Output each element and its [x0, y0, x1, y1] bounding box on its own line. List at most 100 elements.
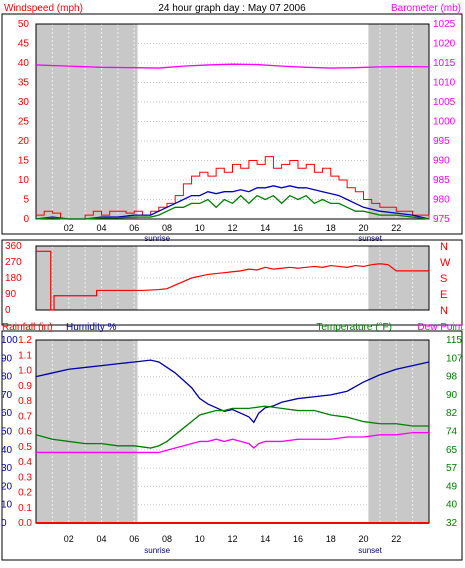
panel3-x-ticks: 02 04 06 08 10 12 14 16 18 20 22 [64, 534, 402, 544]
plot-border [35, 23, 430, 220]
barometer-tick: 985 [433, 175, 450, 186]
hour-tick-lower: 16 [293, 534, 303, 544]
hour-tick: 10 [195, 223, 205, 233]
direction-tick: 360 [5, 241, 22, 252]
hour-tick-lower: 02 [64, 534, 74, 544]
barometer-tick: 1000 [433, 117, 456, 128]
hour-tick-lower: 08 [162, 534, 172, 544]
hour-tick: 02 [64, 223, 74, 233]
rain-tick: 1.0 [18, 366, 32, 377]
rain-tick: 0.5 [18, 442, 32, 453]
panel2-series [36, 250, 429, 311]
windspeed-tick: 10 [18, 175, 30, 186]
direction-line [36, 250, 429, 311]
compass-tick: S [440, 273, 447, 285]
panel3-series [35, 359, 430, 524]
temperature-tick: 90 [446, 390, 458, 401]
windspeed-tick: 25 [18, 117, 30, 128]
compass-tick: E [440, 289, 447, 301]
rain-tick: 0.9 [18, 381, 32, 392]
night-band-evening [368, 24, 429, 219]
rainfall-axis-title: Rainfall (in) [2, 322, 53, 333]
barometer-tick: 1010 [433, 78, 456, 89]
hour-tick: 18 [326, 223, 336, 233]
barometer-tick: 1020 [433, 39, 456, 50]
rain-tick: 0.8 [18, 396, 32, 407]
windspeed-tick: 40 [18, 58, 30, 69]
humidity-tick: 20 [1, 481, 13, 492]
humidity-tick: 0 [1, 518, 7, 529]
hour-tick: 22 [391, 223, 401, 233]
panel1-series [35, 63, 430, 220]
temperature-tick: 107 [446, 353, 463, 364]
direction-tick: 90 [5, 289, 17, 300]
humidity-tick: 50 [1, 427, 13, 438]
temperature-line [35, 405, 429, 449]
panel2-frame [1, 239, 463, 326]
night-band-evening [368, 246, 429, 310]
hour-tick-lower: 04 [96, 534, 106, 544]
barometer-tick: 1005 [433, 97, 456, 108]
barometer-tick: 975 [433, 214, 450, 225]
compass-tick: N [440, 305, 448, 317]
windspeed-axis-title: Windspeed (mph) [4, 3, 83, 14]
plot-border [35, 245, 430, 311]
panel1-right-ticks: 975 980 985 990 995 1000 1005 1010 1015 1020 1025 [433, 19, 456, 225]
barometer-tick: 980 [433, 195, 450, 206]
windspeed-tick: 20 [18, 136, 30, 147]
panel3-temperature-ticks: 32 40 49 57 65 74 82 90 98 107 115 [446, 335, 463, 529]
wind-barometer-panel: Windspeed (mph) 24 hour graph day : May … [1, 3, 463, 243]
temperature-tick: 82 [446, 408, 458, 419]
humidity-tick: 10 [1, 500, 13, 511]
hour-tick: 20 [358, 223, 368, 233]
humidity-temperature-panel: Rainfall (in) Humidity % Temperature (°F… [1, 322, 463, 561]
humidity-tick: 70 [1, 390, 13, 401]
windspeed-tick: 35 [18, 78, 30, 89]
sunrise-label-lower: sunrise [144, 546, 170, 555]
windspeed-tick: 5 [23, 195, 29, 206]
barometer-tick: 990 [433, 156, 450, 167]
humidity-tick: 40 [1, 445, 13, 456]
gust-line [36, 156, 430, 220]
night-band-evening [368, 340, 429, 523]
panel3-humidity-ticks: 0 10 20 30 40 50 60 70 80 90 100 [1, 335, 18, 529]
dewpoint-axis-title: Dew Point [417, 322, 463, 333]
rain-tick: 0.2 [18, 488, 32, 499]
panel3-frame [1, 330, 463, 561]
humidity-tick: 60 [1, 408, 13, 419]
wind_avg-line [35, 194, 430, 220]
hour-tick: 12 [227, 223, 237, 233]
dewpoint-line [36, 431, 429, 454]
temperature-tick: 40 [446, 500, 458, 511]
temperature-tick: 65 [446, 445, 458, 456]
humidity-tick: 30 [1, 463, 13, 474]
hour-tick-lower: 14 [260, 534, 270, 544]
rain-tick: 0.6 [18, 427, 32, 438]
hour-tick-lower: 06 [129, 534, 139, 544]
hour-tick: 16 [293, 223, 303, 233]
rain-tick: 0.4 [18, 457, 32, 468]
humidity-axis-title: Humidity % [66, 322, 117, 333]
hour-tick-lower: 22 [391, 534, 401, 544]
panel2-grid [35, 245, 430, 311]
sunrise-label: sunrise [144, 234, 170, 243]
temperature-tick: 115 [446, 335, 462, 346]
temperature-tick: 49 [446, 481, 458, 492]
panel2-left-ticks: 0 90 180 270 360 [5, 241, 22, 316]
rain-tick: 0.3 [18, 472, 32, 483]
panel1-grid [35, 23, 430, 220]
barometer-tick: 995 [433, 136, 450, 147]
rain-tick: 1.1 [18, 350, 32, 361]
barometer-axis-title: Barometer (mb) [391, 3, 461, 14]
humidity-tick: 100 [1, 335, 18, 346]
hour-tick-lower: 10 [195, 534, 205, 544]
panel3-rain-ticks: 0.0 0.1 0.2 0.3 0.4 0.5 0.6 0.7 0.8 0.9 1.0 1.1 1.2 [18, 335, 32, 529]
hour-tick-lower: 18 [326, 534, 336, 544]
direction-tick: 270 [5, 257, 22, 268]
panel1-left-ticks: 0 5 10 15 20 25 30 35 40 45 50 [18, 19, 30, 225]
windspeed-tick: 50 [18, 19, 30, 30]
barometer-line [35, 63, 430, 69]
chart-title: 24 hour graph day : May 07 2006 [158, 3, 306, 14]
barometer-tick: 1025 [433, 19, 456, 30]
